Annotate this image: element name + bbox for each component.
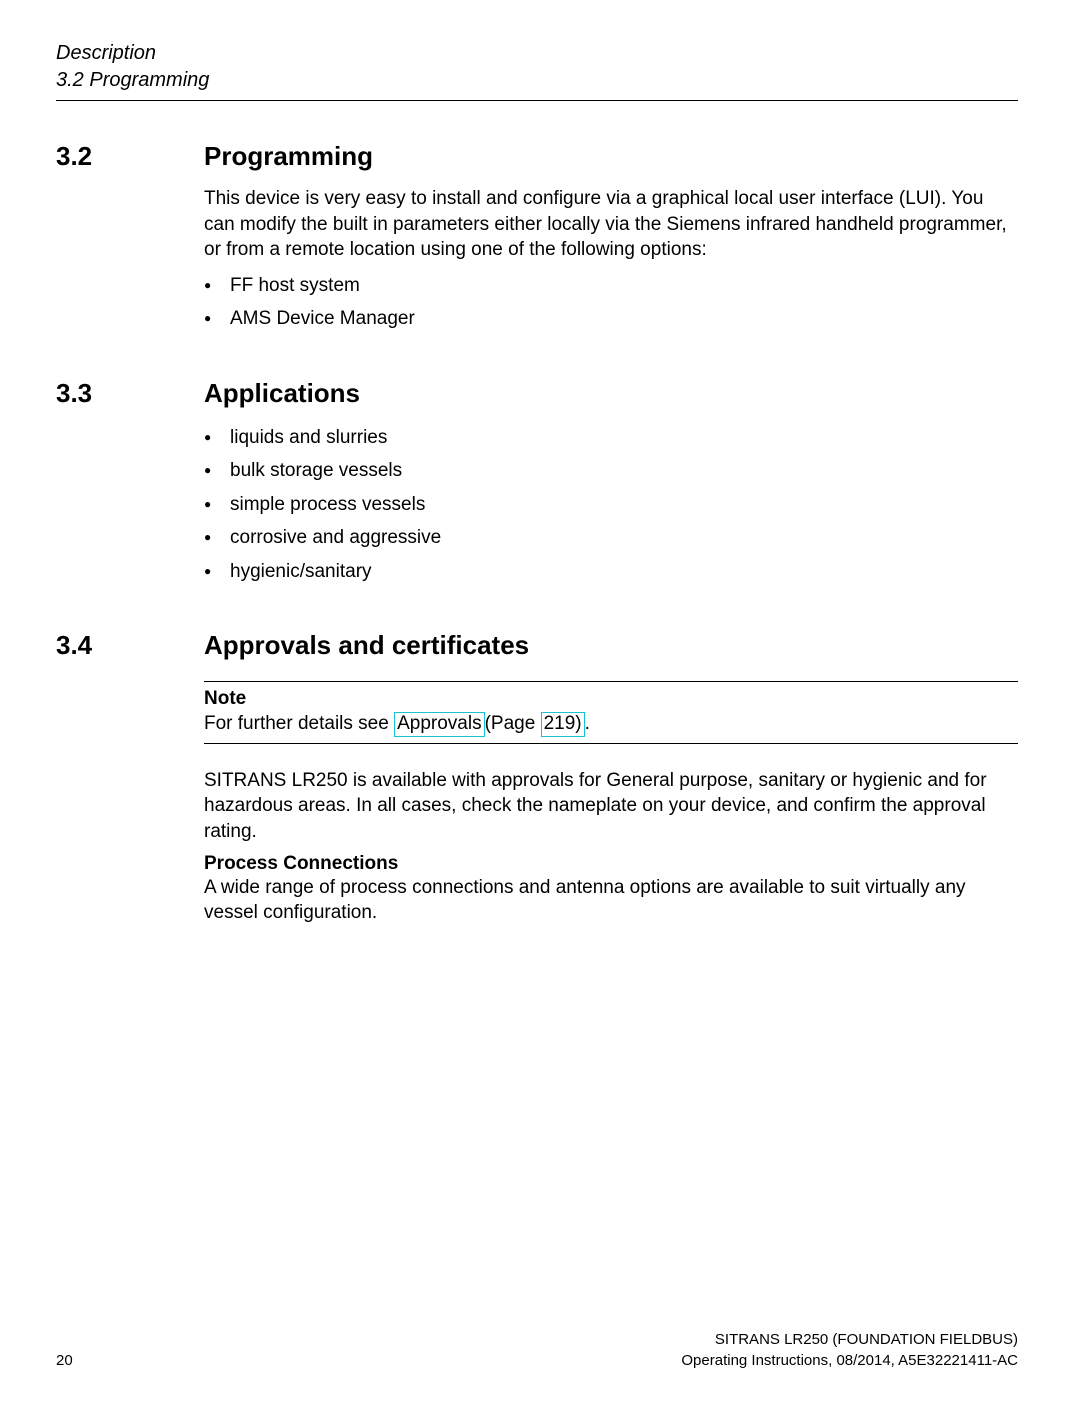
section-title: Applications (204, 378, 360, 409)
header-subsection: 3.2 Programming (56, 69, 1018, 92)
list-item: corrosive and aggressive (204, 523, 1018, 552)
section-title: Programming (204, 141, 373, 172)
section-body: liquids and slurries bulk storage vessel… (204, 423, 1018, 586)
footer-row: 20 Operating Instructions, 08/2014, A5E3… (56, 1352, 1018, 1369)
note-label: Note (204, 688, 1018, 710)
list-item: liquids and slurries (204, 423, 1018, 452)
paragraph: SITRANS LR250 is available with approval… (204, 768, 1018, 845)
page-footer: SITRANS LR250 (FOUNDATION FIELDBUS) 20 O… (56, 1330, 1018, 1369)
section-heading-row: 3.3 Applications (56, 378, 1018, 409)
section-body: This device is very easy to install and … (204, 186, 1018, 334)
list-item: bulk storage vessels (204, 456, 1018, 485)
footer-doc-id: Operating Instructions, 08/2014, A5E3222… (681, 1352, 1018, 1369)
footer-doc-title: SITRANS LR250 (FOUNDATION FIELDBUS) (56, 1330, 1018, 1350)
section-number: 3.2 (56, 141, 204, 172)
note-mid: (Page (485, 713, 541, 734)
note-text: For further details see Approvals (Page … (204, 712, 1018, 737)
subheading-process-connections: Process Connections (204, 853, 1018, 875)
note-suffix: . (585, 713, 590, 734)
bullet-list: FF host system AMS Device Manager (204, 271, 1018, 334)
header-rule (56, 100, 1018, 101)
note-prefix: For further details see (204, 713, 394, 734)
list-item: AMS Device Manager (204, 304, 1018, 333)
section-approvals: 3.4 Approvals and certificates Note For … (56, 630, 1018, 926)
section-body: Note For further details see Approvals (… (204, 681, 1018, 926)
header-chapter: Description (56, 42, 1018, 65)
section-heading-row: 3.4 Approvals and certificates (56, 630, 1018, 661)
link-approvals[interactable]: Approvals (394, 712, 485, 737)
link-page-219[interactable]: 219) (541, 712, 585, 737)
list-item: hygienic/sanitary (204, 557, 1018, 586)
list-item: simple process vessels (204, 490, 1018, 519)
section-heading-row: 3.2 Programming (56, 141, 1018, 172)
note-rule-top (204, 681, 1018, 682)
section-number: 3.4 (56, 630, 204, 661)
page-container: Description 3.2 Programming 3.2 Programm… (0, 0, 1074, 1405)
list-item: FF host system (204, 271, 1018, 300)
section-programming: 3.2 Programming This device is very easy… (56, 141, 1018, 334)
paragraph: This device is very easy to install and … (204, 186, 1018, 263)
section-number: 3.3 (56, 378, 204, 409)
note-box: Note For further details see Approvals (… (204, 681, 1018, 744)
paragraph: A wide range of process connections and … (204, 875, 1018, 926)
page-number: 20 (56, 1352, 73, 1369)
note-rule-bottom (204, 743, 1018, 744)
section-title: Approvals and certificates (204, 630, 529, 661)
section-applications: 3.3 Applications liquids and slurries bu… (56, 378, 1018, 586)
bullet-list: liquids and slurries bulk storage vessel… (204, 423, 1018, 586)
